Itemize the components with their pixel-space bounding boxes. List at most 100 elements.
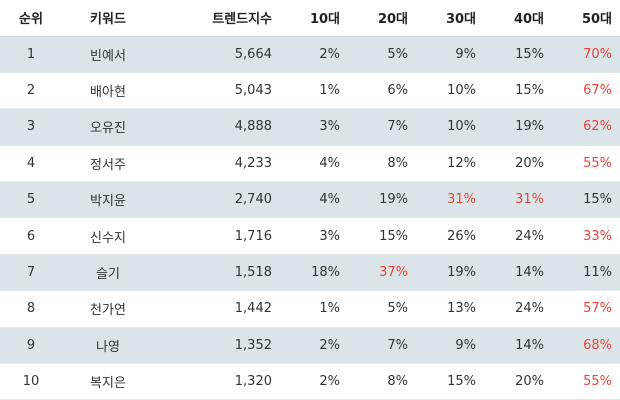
cell-rank: 9 (26, 337, 36, 353)
table-row: 4 정서주 4,233 4% 8% 12% 20% 55% (0, 145, 620, 182)
cell-age10: 1% (319, 83, 340, 99)
cell-keyword: 정서주 (90, 157, 126, 173)
cell-age20: 7% (387, 119, 408, 135)
cell-keyword: 신수지 (90, 230, 126, 246)
cell-trend: 1,518 (234, 265, 272, 281)
cell-age30: 12% (447, 155, 476, 171)
cell-trend: 1,716 (234, 228, 272, 244)
cell-keyword: 복지은 (90, 376, 126, 392)
table-row: 7 슬기 1,518 18% 37% 19% 14% 11% (0, 254, 620, 291)
table-row: 5 박지윤 2,740 4% 19% 31% 31% 15% (0, 181, 620, 218)
cell-age50: 55% (583, 155, 612, 171)
cell-rank: 2 (26, 83, 36, 99)
cell-age50: 55% (583, 374, 612, 390)
cell-age30: 13% (447, 301, 476, 317)
cell-keyword: 슬기 (96, 267, 120, 283)
table-row: 1 빈예서 5,664 2% 5% 9% 15% 70% (0, 36, 620, 73)
cell-age20: 8% (387, 155, 408, 171)
cell-age30: 19% (447, 265, 476, 281)
cell-age20: 6% (387, 83, 408, 99)
cell-age40: 31% (515, 192, 544, 208)
cell-keyword: 오유진 (90, 121, 126, 137)
header-row: 순위 키워드 트렌드지수 10대 20대 30대 40대 50대 (0, 0, 620, 37)
cell-age50: 57% (583, 301, 612, 317)
cell-age30: 10% (447, 83, 476, 99)
table-row: 2 배아현 5,043 1% 6% 10% 15% 67% (0, 72, 620, 109)
cell-rank: 5 (26, 192, 36, 208)
cell-age50: 11% (583, 265, 612, 281)
cell-keyword: 나영 (96, 339, 120, 355)
cell-trend: 1,320 (234, 374, 272, 390)
header-trend: 트렌드지수 (154, 0, 280, 37)
table-row: 9 나영 1,352 2% 7% 9% 14% 68% (0, 327, 620, 364)
cell-age40: 19% (515, 119, 544, 135)
cell-keyword: 빈예서 (90, 48, 126, 64)
cell-age40: 20% (515, 155, 544, 171)
cell-age30: 26% (447, 228, 476, 244)
cell-age50: 68% (583, 337, 612, 353)
cell-age50: 67% (583, 83, 612, 99)
cell-age10: 3% (319, 228, 340, 244)
header-age40: 40대 (484, 0, 552, 37)
table-row: 8 천가연 1,442 1% 5% 13% 24% 57% (0, 290, 620, 328)
cell-age20: 19% (379, 192, 408, 208)
header-age10: 10대 (280, 0, 348, 37)
cell-age30: 31% (447, 192, 476, 208)
cell-age10: 2% (319, 337, 340, 353)
cell-keyword: 배아현 (90, 85, 126, 101)
cell-trend: 1,442 (234, 301, 272, 317)
table-row: 3 오유진 4,888 3% 7% 10% 19% 62% (0, 108, 620, 146)
cell-age20: 5% (387, 46, 408, 62)
header-keyword: 키워드 (62, 0, 154, 37)
cell-rank: 1 (26, 46, 36, 62)
cell-age10: 4% (319, 192, 340, 208)
cell-age50: 15% (583, 192, 612, 208)
header-rank: 순위 (0, 0, 62, 37)
cell-age20: 8% (387, 374, 408, 390)
cell-age20: 15% (379, 228, 408, 244)
cell-trend: 5,664 (234, 46, 272, 62)
table-body: 1 빈예서 5,664 2% 5% 9% 15% 70% 2 배아현 5,043 1% 6% 10% 15%… (0, 36, 620, 400)
cell-age30: 15% (447, 374, 476, 390)
cell-age40: 14% (515, 265, 544, 281)
cell-trend: 4,888 (234, 119, 272, 135)
cell-rank: 6 (26, 228, 36, 244)
cell-age10: 2% (319, 374, 340, 390)
cell-trend: 4,233 (234, 155, 272, 171)
cell-age30: 9% (455, 337, 476, 353)
cell-rank: 4 (26, 155, 36, 171)
cell-rank: 3 (26, 119, 36, 135)
header-age50: 50대 (552, 0, 620, 37)
cell-age20: 37% (379, 265, 408, 281)
cell-age10: 2% (319, 46, 340, 62)
cell-age50: 33% (583, 228, 612, 244)
cell-age10: 4% (319, 155, 340, 171)
cell-age20: 7% (387, 337, 408, 353)
cell-age40: 15% (515, 46, 544, 62)
cell-trend: 1,352 (234, 337, 272, 353)
table-row: 6 신수지 1,716 3% 15% 26% 24% 33% (0, 217, 620, 255)
cell-age40: 15% (515, 83, 544, 99)
header-age20: 20대 (348, 0, 416, 37)
cell-age10: 18% (311, 265, 340, 281)
cell-trend: 5,043 (234, 83, 272, 99)
cell-age20: 5% (387, 301, 408, 317)
cell-age40: 24% (515, 301, 544, 317)
cell-age30: 10% (447, 119, 476, 135)
cell-age40: 14% (515, 337, 544, 353)
cell-keyword: 천가연 (90, 303, 126, 319)
header-age30: 30대 (416, 0, 484, 37)
cell-age40: 24% (515, 228, 544, 244)
cell-age10: 1% (319, 301, 340, 317)
cell-rank: 7 (26, 265, 36, 281)
cell-rank: 8 (26, 301, 36, 317)
cell-keyword: 박지윤 (90, 194, 126, 210)
cell-age30: 9% (455, 46, 476, 62)
cell-age40: 20% (515, 374, 544, 390)
cell-age50: 70% (583, 46, 612, 62)
cell-age50: 62% (583, 119, 612, 135)
cell-rank: 10 (22, 374, 40, 390)
cell-age10: 3% (319, 119, 340, 135)
cell-trend: 2,740 (234, 192, 272, 208)
